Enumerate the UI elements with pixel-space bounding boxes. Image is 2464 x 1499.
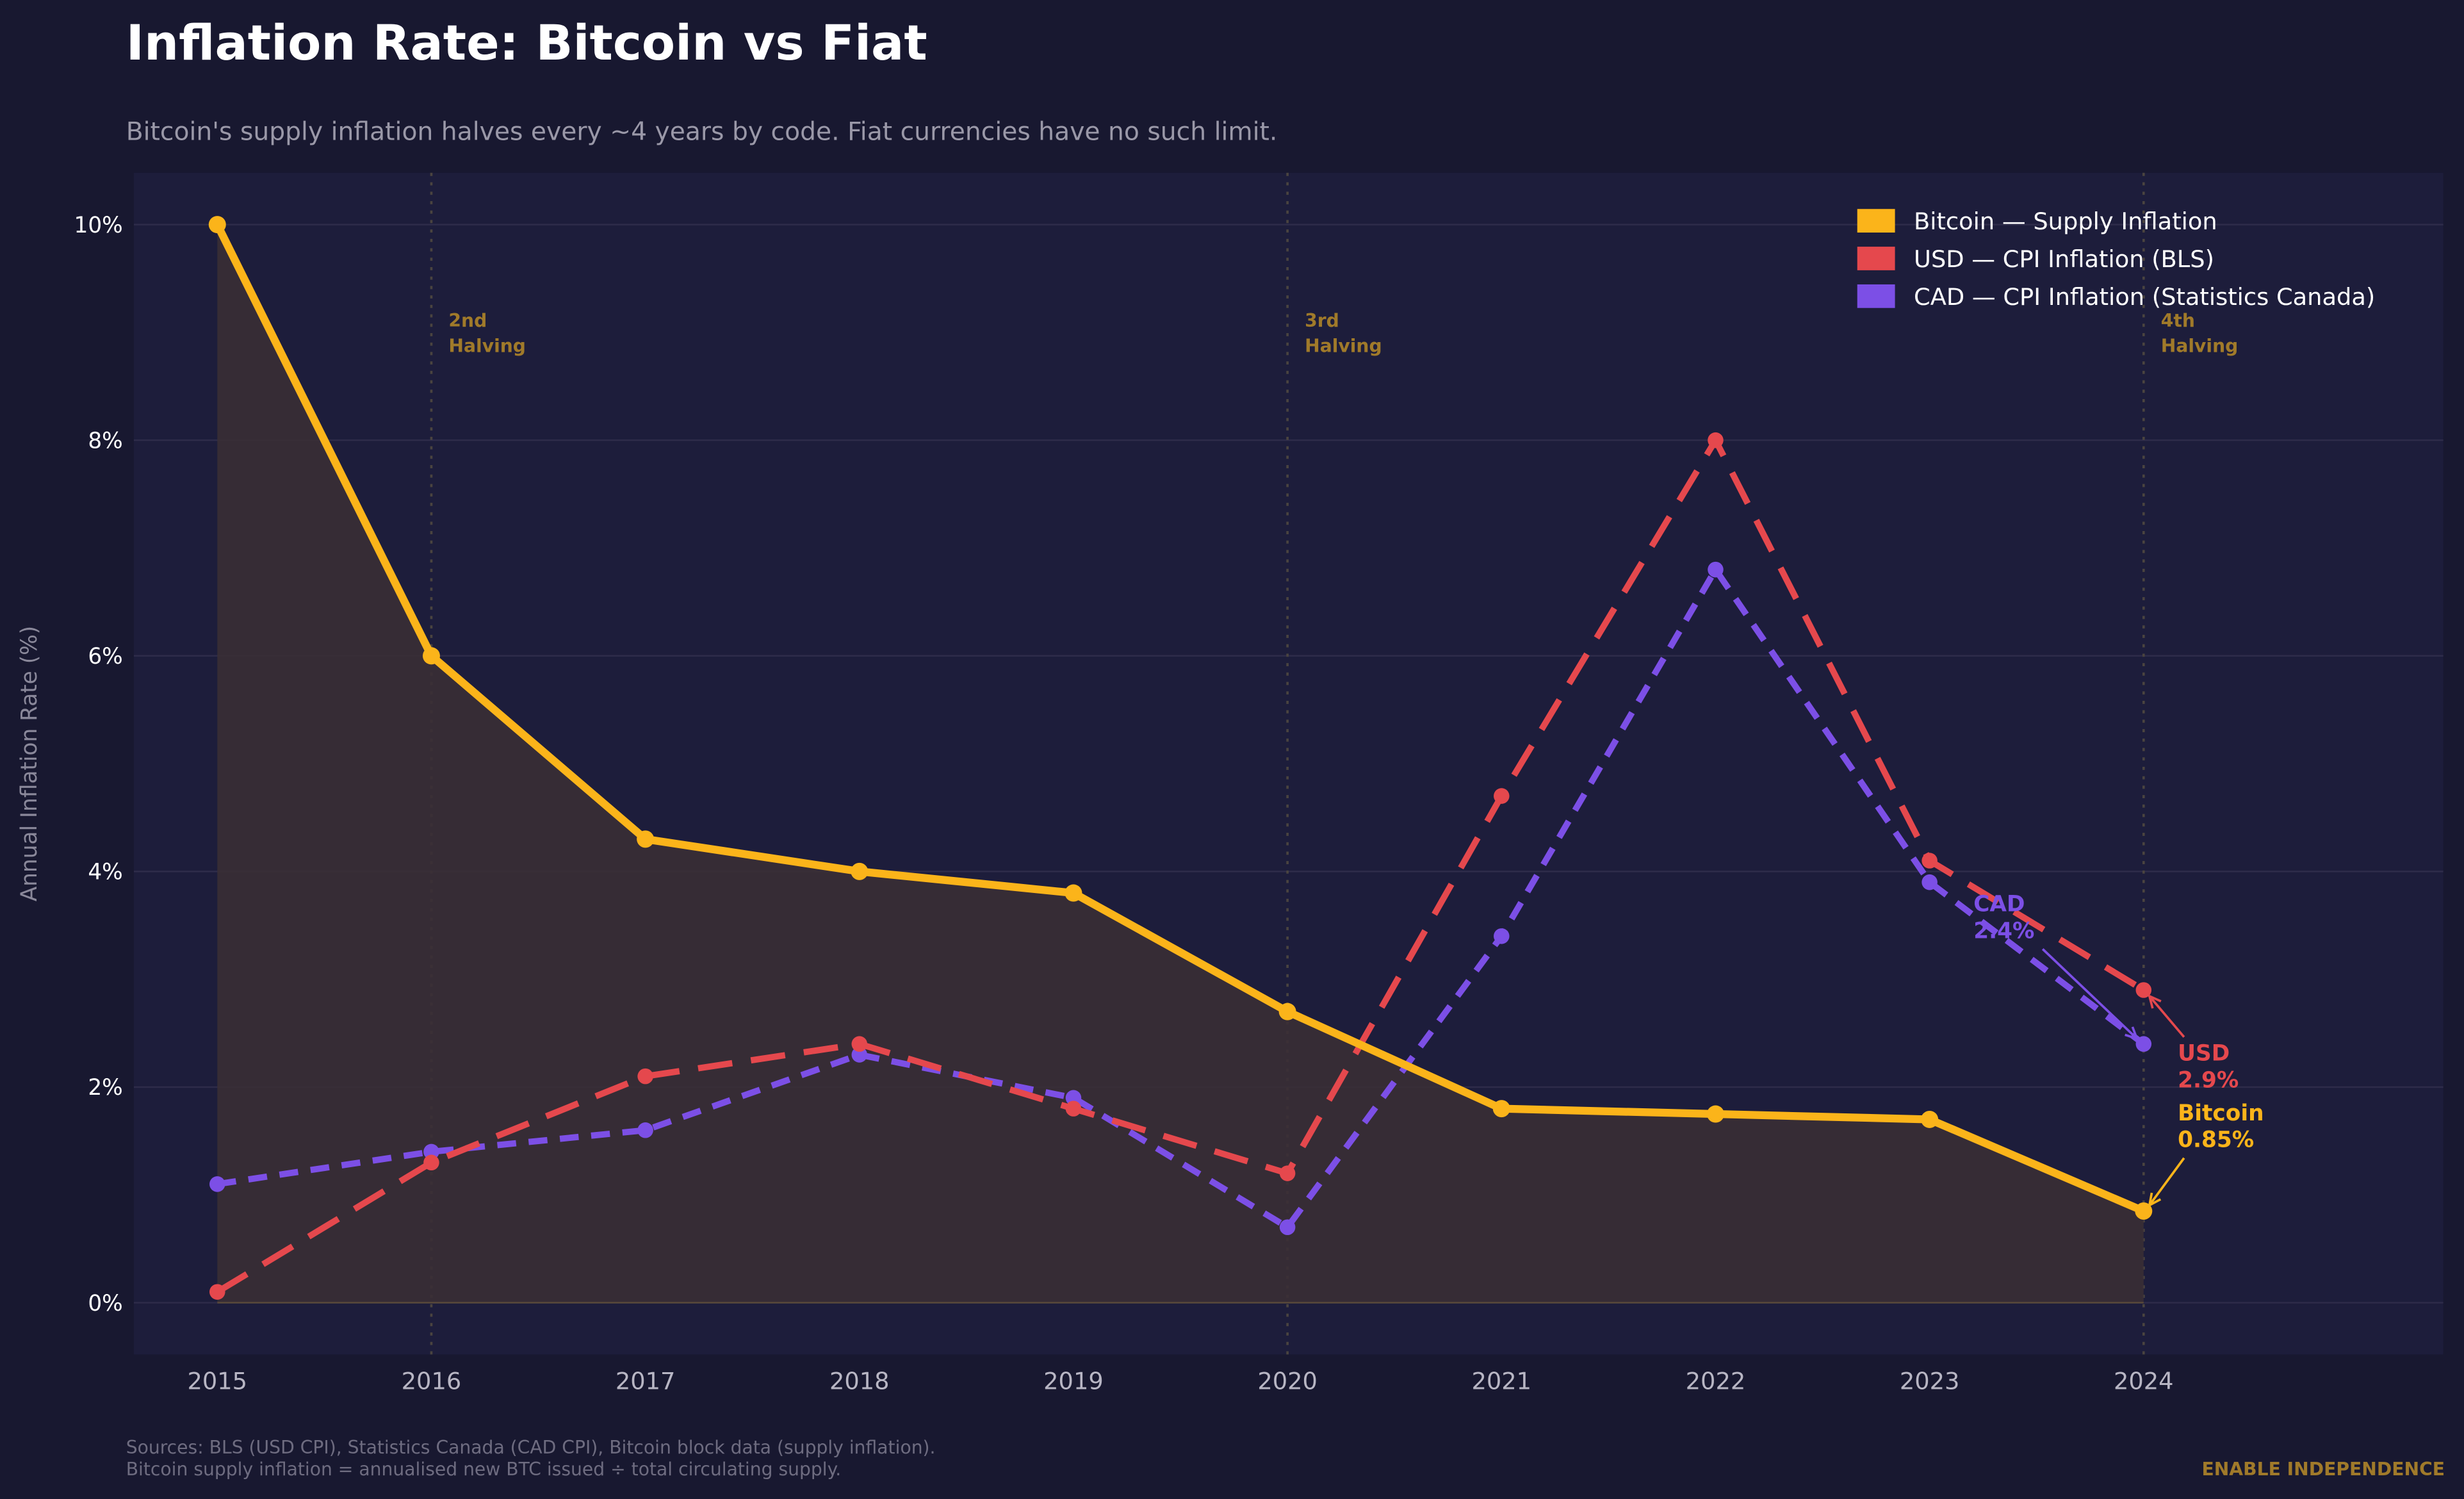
annotation-value: 0.85%	[2178, 1127, 2254, 1153]
annotation-label: CAD	[1973, 892, 2025, 917]
data-point-usd	[209, 1284, 225, 1300]
annotation-arrow	[2148, 1157, 2185, 1206]
y-tick-label: 8%	[88, 428, 122, 454]
y-tick-label: 0%	[88, 1291, 122, 1316]
x-tick-label: 2024	[2114, 1367, 2174, 1395]
data-point-cad	[1065, 1090, 1082, 1106]
series-line-cad	[216, 566, 2146, 1231]
arrow-head-icon	[2125, 1026, 2139, 1041]
y-tick-label: 6%	[88, 644, 122, 669]
x-tick-label: 2022	[1686, 1367, 1746, 1395]
data-point-bitcoin	[851, 862, 869, 880]
data-point-cad	[1708, 561, 1724, 578]
brand-label: ENABLE INDEPENDENCE	[2201, 1459, 2445, 1480]
data-point-bitcoin	[637, 830, 655, 848]
annotation-label: Bitcoin	[2178, 1101, 2264, 1126]
annotation-label: USD	[2178, 1041, 2230, 1067]
data-point-usd	[637, 1068, 653, 1085]
footer-sources: Sources: BLS (USD CPI), Statistics Canad…	[126, 1437, 936, 1458]
data-point-cad	[851, 1047, 868, 1063]
series-line-bitcoin	[213, 222, 2146, 1215]
data-point-usd	[1921, 853, 1938, 869]
halving-label: Halving	[1305, 335, 1382, 356]
x-tick-label: 2016	[402, 1367, 462, 1395]
data-point-bitcoin	[422, 647, 440, 665]
data-point-usd	[1494, 788, 1510, 804]
halving-label: 3rd	[1305, 310, 1339, 331]
arrow-head-icon	[2148, 1192, 2162, 1208]
data-point-cad	[1921, 874, 1938, 890]
legend: Bitcoin — Supply Inflation USD — CPI Infl…	[1857, 208, 2375, 311]
x-tick-label: 2023	[1900, 1367, 1960, 1395]
bitcoin-area	[217, 224, 2144, 1303]
halving-label: Halving	[2161, 335, 2239, 356]
legend-swatch	[1857, 209, 1895, 233]
annotation-arrow	[2148, 995, 2185, 1038]
chart-title: Inflation Rate: Bitcoin vs Fiat	[126, 14, 927, 71]
data-point-usd	[1708, 432, 1724, 448]
data-point-bitcoin	[1921, 1110, 1939, 1128]
arrow-head-icon	[2148, 994, 2162, 1009]
data-point-cad	[423, 1143, 439, 1160]
data-point-cad	[1494, 928, 1510, 944]
annotation-arrow	[2041, 948, 2138, 1040]
data-point-usd	[423, 1154, 439, 1171]
data-point-bitcoin	[1065, 884, 1082, 902]
data-point-cad	[209, 1176, 225, 1192]
footer-formula: Bitcoin supply inflation = annualised ne…	[126, 1459, 842, 1480]
x-tick-label: 2015	[187, 1367, 247, 1395]
data-point-cad	[1279, 1219, 1296, 1236]
x-tick-label: 2017	[616, 1367, 676, 1395]
halving-label: Halving	[448, 335, 526, 356]
data-point-usd	[1279, 1165, 1296, 1181]
data-point-bitcoin	[208, 216, 226, 234]
series-line-usd	[215, 437, 2146, 1295]
y-tick-label: 2%	[88, 1075, 122, 1101]
x-tick-label: 2019	[1043, 1367, 1104, 1395]
annotation-value: 2.4%	[1973, 918, 2034, 944]
data-point-bitcoin	[1706, 1105, 1724, 1123]
data-point-bitcoin	[1492, 1100, 1510, 1118]
x-tick-label: 2021	[1471, 1367, 1531, 1395]
y-tick-label: 4%	[88, 860, 122, 885]
data-point-usd	[2135, 982, 2152, 998]
halving-label: 4th	[2161, 310, 2195, 331]
legend-label: CAD — CPI Inflation (Statistics Canada)	[1914, 283, 2375, 311]
data-point-cad	[637, 1122, 653, 1138]
x-tick-label: 2020	[1257, 1367, 1318, 1395]
y-axis-label: Annual Inflation Rate (%)	[17, 626, 42, 901]
legend-swatch	[1857, 284, 1895, 308]
chart-subtitle: Bitcoin's supply inflation halves every …	[126, 117, 1278, 146]
data-point-bitcoin	[2135, 1202, 2153, 1220]
data-point-bitcoin	[1278, 1003, 1296, 1020]
legend-label: USD — CPI Inflation (BLS)	[1914, 245, 2214, 273]
halving-label: 2nd	[448, 310, 487, 331]
data-point-usd	[851, 1036, 868, 1052]
legend-label: Bitcoin — Supply Inflation	[1914, 208, 2217, 235]
y-tick-label: 10%	[74, 213, 122, 238]
data-point-cad	[2135, 1036, 2152, 1052]
annotation-value: 2.9%	[2178, 1067, 2239, 1093]
x-tick-label: 2018	[829, 1367, 890, 1395]
legend-swatch	[1857, 247, 1895, 270]
data-point-usd	[1065, 1101, 1082, 1117]
